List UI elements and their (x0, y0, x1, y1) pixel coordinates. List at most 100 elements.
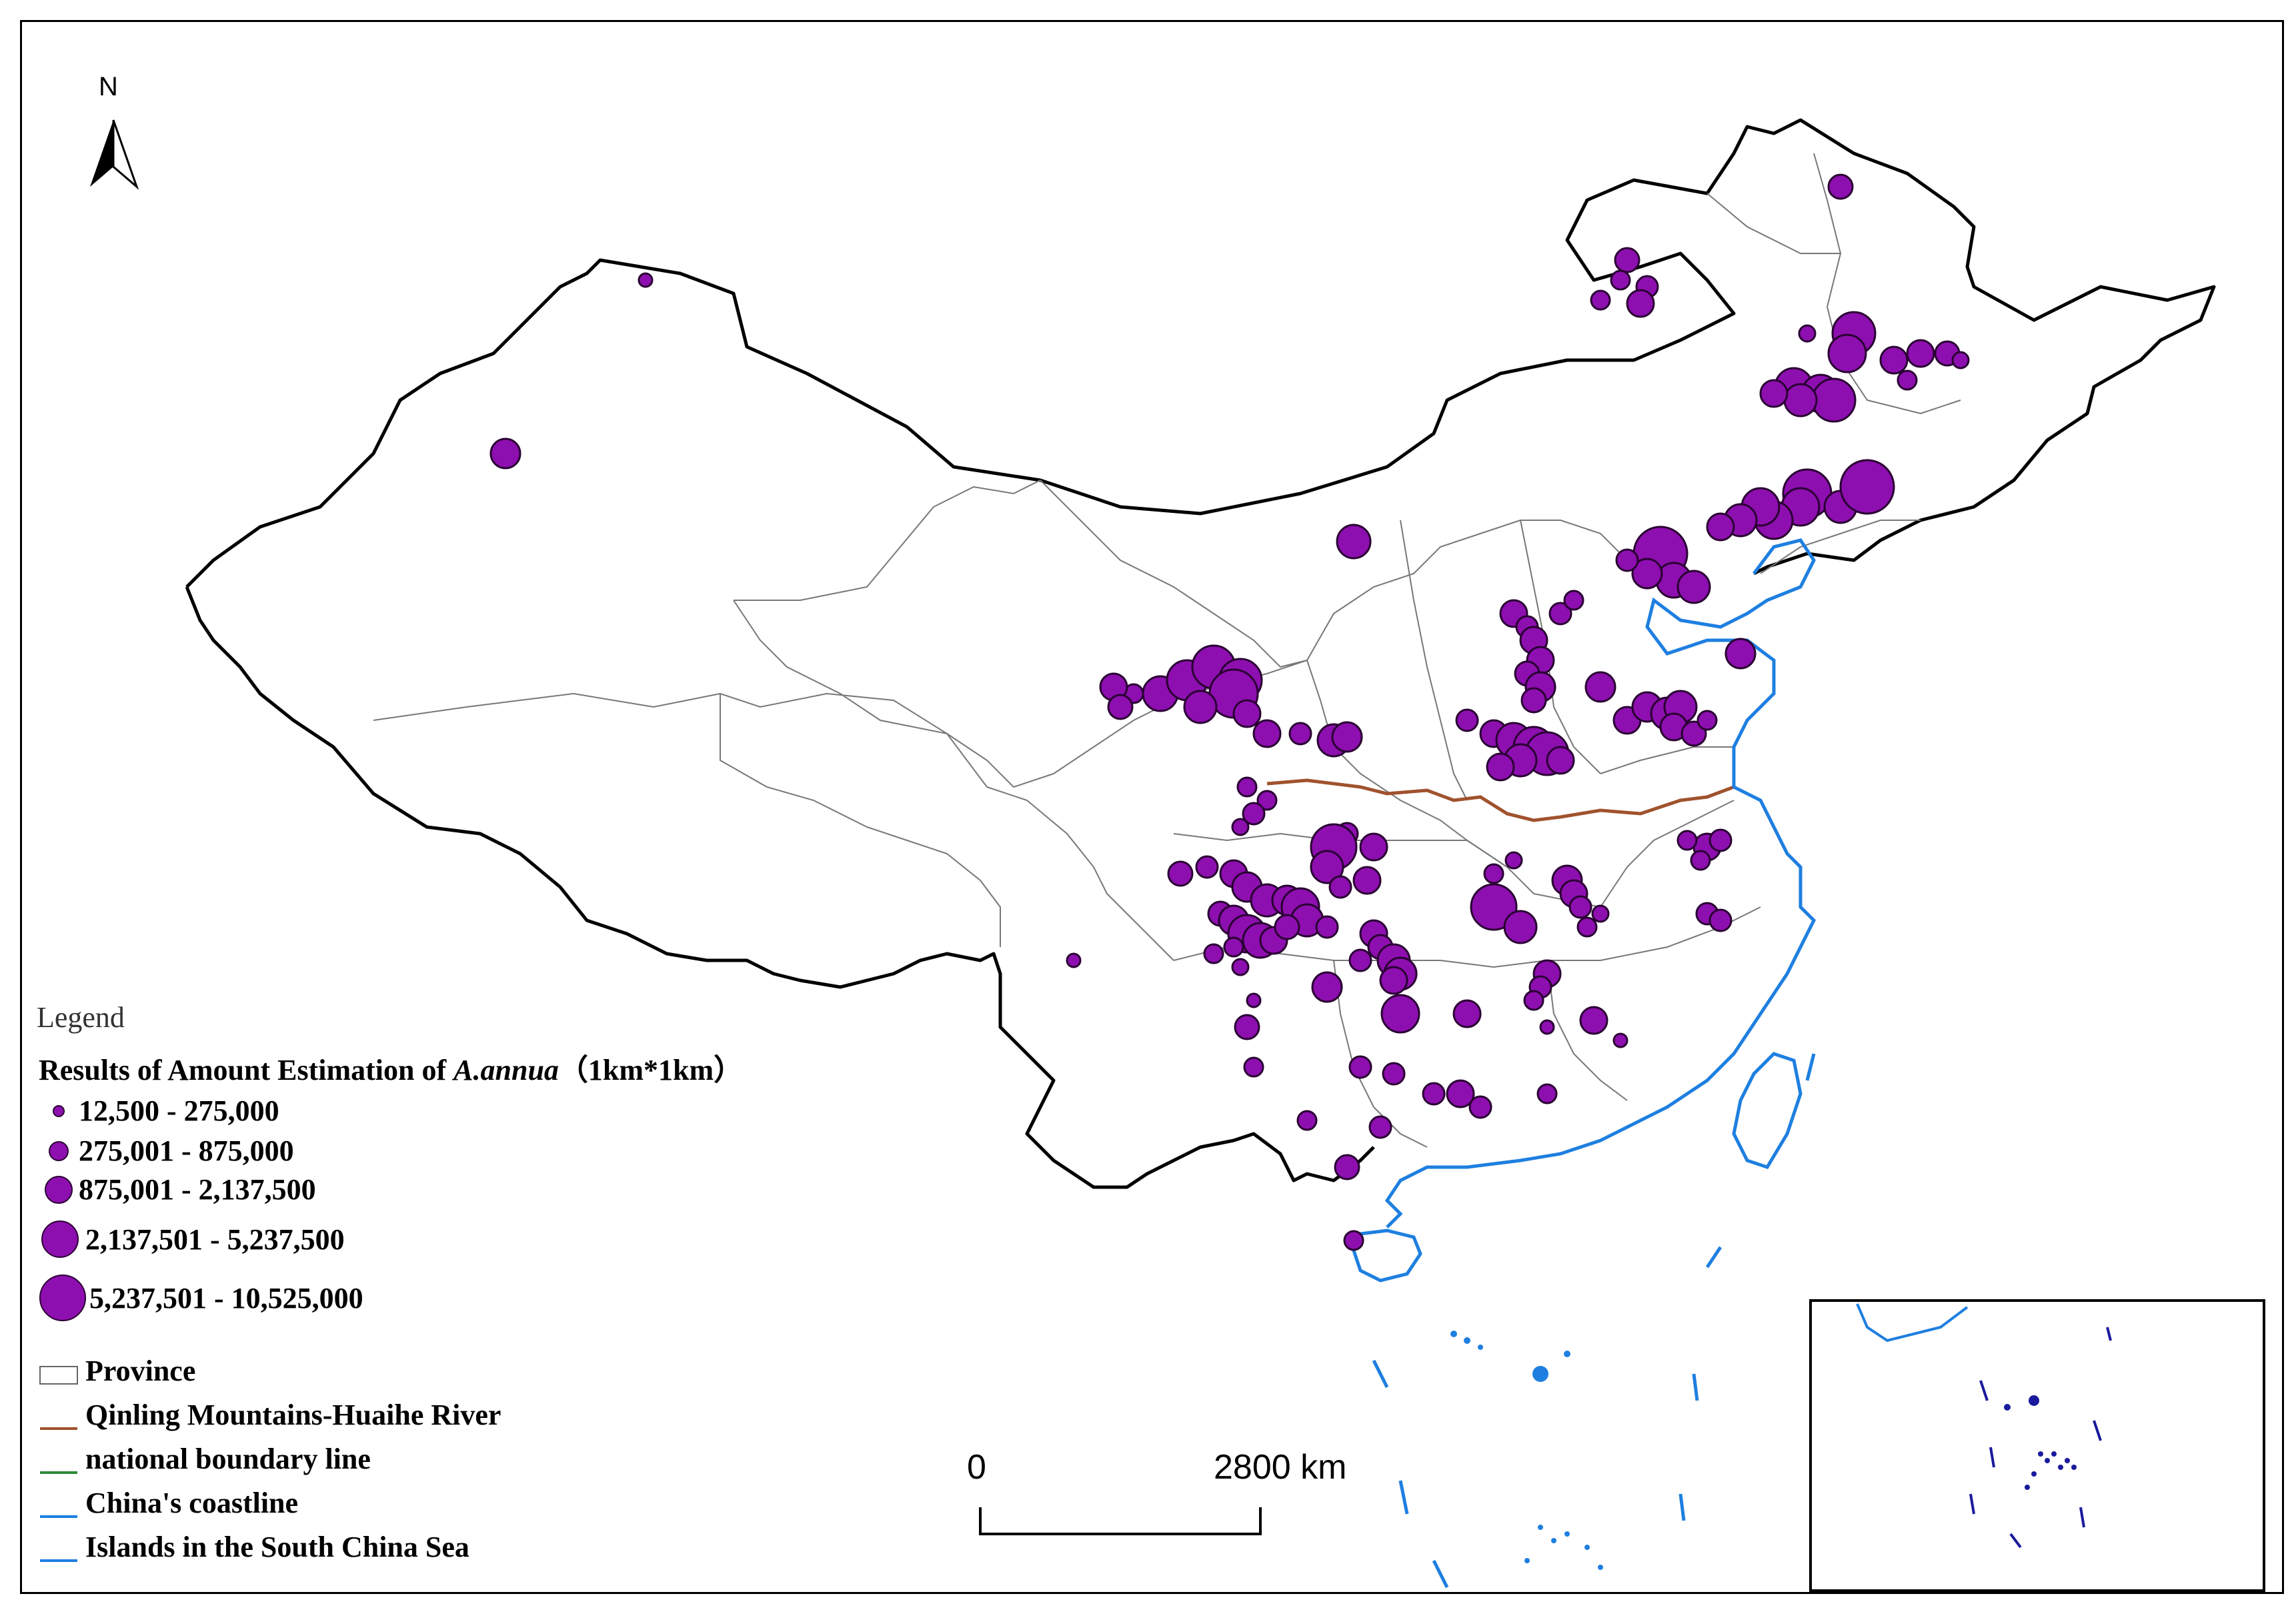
map-point (1523, 990, 1544, 1011)
map-point (1548, 602, 1572, 626)
legend-class-4-label: 2,137,501 - 5,237,500 (85, 1223, 345, 1256)
map-point (1331, 721, 1363, 753)
map-point (1696, 710, 1718, 731)
map-point (1708, 828, 1733, 852)
map-point (1066, 952, 1082, 968)
map-point (1328, 875, 1352, 899)
map-point (1951, 351, 1970, 369)
map-point (1288, 722, 1312, 746)
map-point (1576, 916, 1598, 938)
map-point (1546, 746, 1575, 775)
map-point (1584, 671, 1616, 703)
map-point (1897, 369, 1918, 391)
map-point (1520, 687, 1547, 714)
map-point (1839, 459, 1895, 515)
legend-class-3: 875,001 - 2,137,500 (39, 1172, 316, 1206)
map-point (1504, 851, 1523, 870)
map-point (1348, 948, 1372, 972)
inset-dashes (1969, 1327, 2112, 1549)
map-point (1455, 708, 1479, 732)
map-point (1256, 790, 1278, 811)
legend-class-2-label: 275,001 - 875,000 (79, 1134, 294, 1167)
map-point (1452, 999, 1482, 1028)
map-point (1422, 1082, 1446, 1106)
map-point (1631, 558, 1663, 590)
map-point (1107, 694, 1134, 720)
north-arrow-icon (90, 119, 139, 190)
map-point (1380, 994, 1420, 1034)
map-point (1334, 1154, 1360, 1180)
map-point (1725, 638, 1757, 670)
map-point (1315, 915, 1339, 939)
legend-layer-province-label: Province (85, 1355, 196, 1387)
map-point (1243, 1056, 1264, 1078)
map-point (1223, 936, 1244, 958)
map-point (1183, 690, 1218, 724)
scale-start-label: 0 (967, 1448, 986, 1487)
inset-map-frame (1809, 1299, 2265, 1592)
map-point (1536, 1083, 1558, 1104)
map-point (1483, 863, 1504, 884)
legend-subtitle-suffix: （1km*1km） (558, 1054, 744, 1086)
map-point (1676, 570, 1711, 604)
legend-layer-boundary-label: national boundary line (85, 1443, 371, 1475)
south-sea-dashes (1372, 1053, 1816, 1589)
legend-class-3-label: 875,001 - 2,137,500 (79, 1173, 316, 1206)
map-point (1759, 379, 1789, 408)
map-point (1906, 339, 1935, 368)
province-lines (373, 153, 1961, 1148)
legend-subtitle-species: A.annua (453, 1054, 559, 1086)
map-point (1680, 720, 1707, 747)
national-boundary (185, 118, 2216, 588)
map-point (1231, 818, 1250, 836)
map-point (1783, 383, 1818, 418)
points-layer (489, 173, 1970, 1251)
map-frame (20, 20, 2284, 1594)
map-point (1811, 377, 1857, 423)
map-point (1368, 1115, 1392, 1139)
map-point (1246, 992, 1262, 1008)
map-point (1296, 1110, 1318, 1131)
map-point (1231, 958, 1250, 976)
legend-class-4: 2,137,501 - 5,237,500 (39, 1219, 345, 1259)
map-point (1274, 914, 1300, 940)
legend-heading: Legend (37, 1001, 125, 1034)
legend-layer-coastline: China's coastline (39, 1486, 298, 1520)
map-point (1234, 1014, 1260, 1040)
legend-layer-qinling-label: Qinling Mountains-Huaihe River (85, 1399, 501, 1431)
map-point (1563, 590, 1584, 611)
legend-layer-boundary: national boundary line (39, 1442, 371, 1476)
map-point (1591, 904, 1610, 923)
legend-class-1-label: 12,500 - 275,000 (79, 1094, 279, 1127)
map-point (1590, 289, 1611, 311)
map-point (1379, 966, 1408, 995)
map-point (1690, 850, 1711, 871)
hainan-outline (1352, 1229, 1422, 1283)
map-point (1798, 324, 1817, 343)
map-point (1311, 971, 1343, 1003)
map-point (1252, 719, 1282, 748)
legend-class-5: 5,237,501 - 10,525,000 (39, 1274, 363, 1322)
map-point (1879, 345, 1909, 375)
scale-end-label: 2800 km (1214, 1448, 1347, 1487)
map-point (1539, 1019, 1555, 1035)
legend-class-1: 12,500 - 275,000 (39, 1094, 279, 1128)
map-point (1446, 1079, 1475, 1108)
map-point (638, 272, 654, 288)
legend-layer-islands-label: Islands in the South China Sea (85, 1531, 469, 1563)
map-point (1468, 1095, 1492, 1119)
coastline (1384, 538, 1817, 1229)
map-point (1242, 802, 1266, 826)
legend-subtitle: Results of Amount Estimation of A.annua（… (39, 1046, 743, 1088)
map-point (1568, 895, 1592, 919)
map-point (1610, 269, 1631, 291)
national-boundary-southwest (185, 586, 1375, 1189)
map-point (1352, 866, 1382, 895)
legend-layer-islands: Islands in the South China Sea (39, 1530, 469, 1564)
legend-layer-province: Province (39, 1354, 195, 1388)
legend-subtitle-prefix: Results of Amount Estimation of (39, 1054, 454, 1086)
map-point (1336, 524, 1372, 560)
map-point (1615, 548, 1639, 572)
taiwan-outline (1732, 1052, 1803, 1170)
map-point (1708, 908, 1733, 932)
